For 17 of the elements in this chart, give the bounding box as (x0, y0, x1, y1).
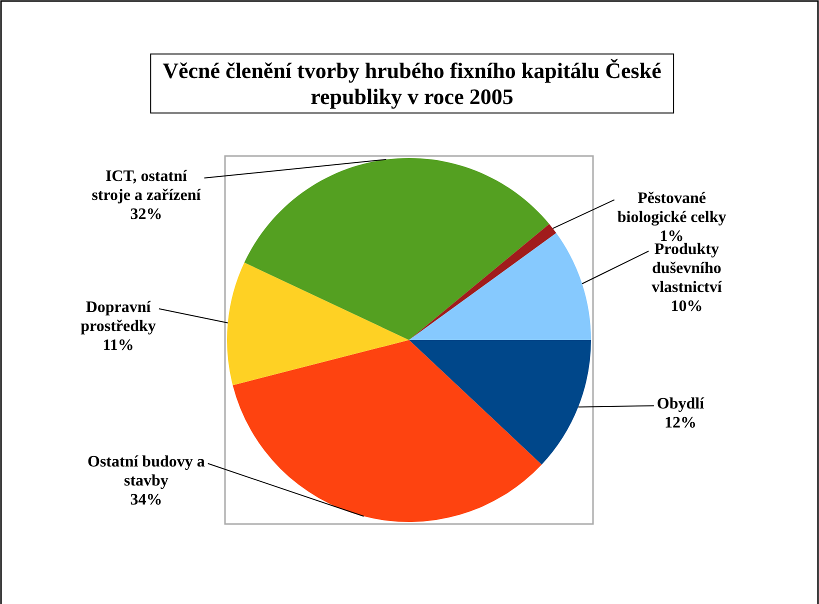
slice-label: Ostatní budovy a stavby (88, 454, 205, 490)
data-label: 32% (130, 206, 162, 224)
pie-slice (409, 233, 591, 340)
pie-slice (244, 158, 550, 340)
pie-slice (409, 224, 556, 340)
chart-title: Věcné členění tvorby hrubého fixního kapitálu České republiky v roce 2005 (162, 58, 662, 109)
pie-slice (227, 262, 409, 386)
slice-label: Dopravní prostředky (80, 298, 156, 335)
slice-label: Obydlí (656, 396, 705, 413)
slice-label: Pěstované biologické celky (617, 190, 726, 226)
slice-label: ICT, ostatní stroje a zařízení (92, 168, 202, 204)
pie-slice (232, 340, 542, 522)
pie-slice (409, 340, 591, 465)
data-label: 34% (130, 492, 162, 509)
data-label: 10% (670, 298, 703, 316)
data-label: 11% (102, 336, 134, 354)
data-label: 12% (664, 414, 696, 432)
